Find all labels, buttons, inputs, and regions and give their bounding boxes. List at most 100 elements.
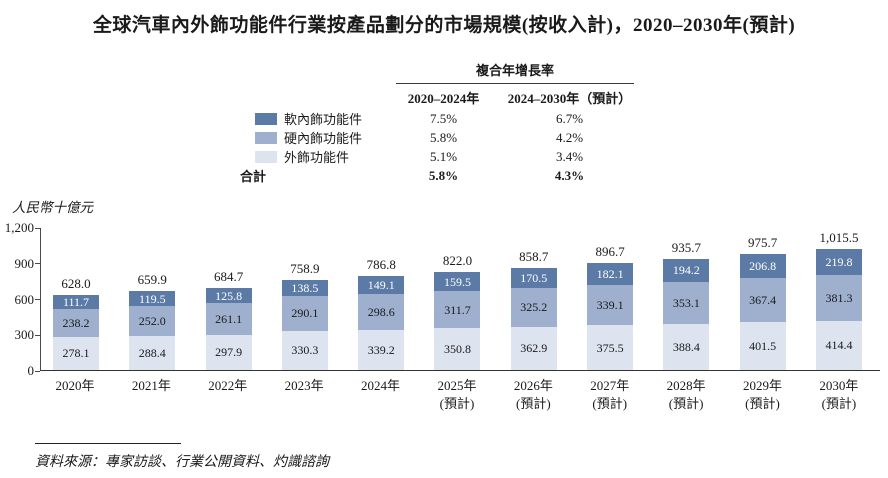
legend-swatch-exterior-icon <box>255 150 277 163</box>
stacked-bar-2022年: 684.7 125.8 261.1 297.9 <box>205 269 252 370</box>
bar-total-label: 758.9 <box>290 260 320 276</box>
x-axis-label: 2028年 (預計) <box>666 378 706 411</box>
bar-segment-軟內飾功能件: 206.8 <box>739 253 786 279</box>
x-axis-label: 2024年 <box>361 378 401 393</box>
legend-label: 外飾功能件 <box>284 150 350 165</box>
bar-segment-軟內飾功能件: 182.1 <box>587 263 634 285</box>
legend-item-total: 合計 <box>240 166 390 185</box>
cagr-values-grid: 7.5% 6.7% 5.8% 4.2% 5.1% 3.4% 5.8% 4.3% <box>396 109 634 185</box>
y-tick-mark <box>35 263 40 265</box>
cagr-value: 5.1% <box>429 148 458 164</box>
x-axis-label: 2020年 <box>55 378 95 393</box>
cagr-column-header-2020-2024: 2020–2024年 <box>407 91 480 106</box>
cagr-value: 4.2% <box>555 129 584 145</box>
cagr-row-hard-interior: 5.8% 4.2% <box>396 128 634 147</box>
source-note: 資料來源：專家訪談、行業公開資料、灼識諮詢 <box>35 455 329 470</box>
cagr-row-soft-interior: 7.5% 6.7% <box>396 109 634 128</box>
x-axis-label: 2021年 <box>131 378 171 393</box>
bar-segment-軟內飾功能件: 194.2 <box>663 258 710 282</box>
stacked-bar-2028年: 935.7 194.2 353.1 388.4 <box>663 240 710 370</box>
stacked-bar-2023年: 758.9 138.5 290.1 330.3 <box>281 261 328 370</box>
bar-segment-外飾功能件: 330.3 <box>281 330 328 370</box>
legend-label: 軟內飾功能件 <box>284 112 363 127</box>
stacked-bar-2024年: 786.8 149.1 298.6 339.2 <box>358 257 405 370</box>
bar-segment-軟內飾功能件: 219.8 <box>815 249 862 276</box>
stacked-bar-2021年: 659.9 119.5 252.0 288.4 <box>129 272 176 370</box>
x-axis-label: 2023年 <box>284 378 324 393</box>
y-tick-label: 600 <box>14 291 35 307</box>
bar-segment-硬內飾功能件: 339.1 <box>587 284 634 326</box>
legend-item-hard-interior: 硬內飾功能件 <box>240 128 390 147</box>
x-axis-label: 2022年 <box>208 378 248 393</box>
x-axis-label: 2025年 (預計) <box>437 378 477 411</box>
bar-segment-硬內飾功能件: 261.1 <box>205 303 252 335</box>
y-tick-label: 0 <box>27 363 35 378</box>
y-tick-label: 1,200 <box>4 220 34 235</box>
bar-segment-硬內飾功能件: 311.7 <box>434 291 481 329</box>
cagr-table: 複合年增長率 2020–2024年 2024–2030年（預計） <box>396 62 634 107</box>
bar-segment-軟內飾功能件: 159.5 <box>434 272 481 292</box>
bar-segment-軟內飾功能件: 111.7 <box>53 295 99 309</box>
y-tick-mark <box>35 334 40 336</box>
stacked-bar-2030年: 1,015.5 219.8 381.3 414.4 <box>815 230 862 370</box>
x-axis-label: 2030年 (預計) <box>819 378 859 411</box>
bar-total-label: 786.8 <box>366 257 396 273</box>
y-tick-label: 900 <box>14 255 35 271</box>
legend-item-exterior: 外飾功能件 <box>240 147 390 166</box>
bar-total-label: 935.7 <box>671 239 701 255</box>
bar-total-label: 1,015.5 <box>819 230 859 245</box>
stacked-bar-2027年: 896.7 182.1 339.1 375.5 <box>587 244 634 370</box>
y-tick-mark <box>35 227 40 229</box>
bar-segment-外飾功能件: 278.1 <box>53 336 99 370</box>
bar-segment-硬內飾功能件: 353.1 <box>663 281 710 324</box>
source-divider <box>35 443 181 444</box>
bar-segment-軟內飾功能件: 138.5 <box>281 279 328 297</box>
bar-segment-外飾功能件: 388.4 <box>663 323 710 370</box>
x-axis-label: 2026年 (預計) <box>513 378 553 411</box>
stacked-bar-2029年: 975.7 206.8 367.4 401.5 <box>739 235 786 370</box>
bar-segment-硬內飾功能件: 252.0 <box>129 305 176 336</box>
chart-title: 全球汽車內外飾功能件行業按產品劃分的市場規模(按收入計)，2020–2030年(… <box>92 15 796 36</box>
bar-total-label: 684.7 <box>213 269 244 285</box>
y-tick-mark <box>35 299 40 300</box>
cagr-value: 4.3% <box>554 167 585 183</box>
bar-total-label: 858.7 <box>519 248 549 264</box>
bar-segment-硬內飾功能件: 238.2 <box>53 308 99 337</box>
legend-label-total: 合計 <box>240 169 267 184</box>
bar-segment-外飾功能件: 401.5 <box>739 322 786 370</box>
bar-segment-外飾功能件: 339.2 <box>358 329 405 370</box>
cagr-row-exterior: 5.1% 3.4% <box>396 147 634 166</box>
stacked-bar-2026年: 858.7 170.5 325.2 362.9 <box>510 249 557 370</box>
bar-segment-軟內飾功能件: 149.1 <box>358 276 405 295</box>
bar-total-label: 975.7 <box>748 234 778 250</box>
bar-segment-硬內飾功能件: 381.3 <box>815 275 862 321</box>
cagr-value: 5.8% <box>429 129 458 145</box>
legend-item-soft-interior: 軟內飾功能件 <box>240 109 390 128</box>
cagr-value: 3.4% <box>555 148 584 164</box>
y-tick-label: 300 <box>14 327 35 343</box>
x-axis-label: 2027年 (預計) <box>590 378 630 411</box>
bar-total-label: 628.0 <box>61 276 91 292</box>
bar-total-label: 896.7 <box>595 244 625 260</box>
bar-segment-外飾功能件: 350.8 <box>434 328 481 370</box>
y-tick-mark <box>35 370 40 372</box>
bar-segment-軟內飾功能件: 170.5 <box>510 267 557 288</box>
cagr-table-header: 複合年增長率 <box>396 62 634 84</box>
legend-label: 硬內飾功能件 <box>284 131 363 146</box>
cagr-column-headers: 2020–2024年 2024–2030年（預計） <box>396 84 634 107</box>
bar-total-label: 822.0 <box>442 253 473 269</box>
cagr-value: 6.7% <box>555 110 584 126</box>
bar-segment-硬內飾功能件: 367.4 <box>739 278 786 323</box>
bar-segment-外飾功能件: 297.9 <box>205 334 252 370</box>
stacked-bar-2025年: 822.0 159.5 311.7 350.8 <box>434 253 481 370</box>
bar-segment-外飾功能件: 414.4 <box>815 320 862 370</box>
bar-segment-外飾功能件: 375.5 <box>587 325 634 370</box>
stacked-bar-2020年: 628.0 111.7 238.2 278.1 <box>53 276 99 370</box>
cagr-value: 7.5% <box>429 110 458 126</box>
bar-segment-硬內飾功能件: 298.6 <box>358 294 405 330</box>
chart-legend: 軟內飾功能件 硬內飾功能件 外飾功能件 合計 <box>240 109 390 185</box>
bar-segment-軟內飾功能件: 119.5 <box>129 291 176 306</box>
legend-swatch-hard-interior-icon <box>255 131 277 144</box>
bar-segment-硬內飾功能件: 290.1 <box>281 296 328 331</box>
